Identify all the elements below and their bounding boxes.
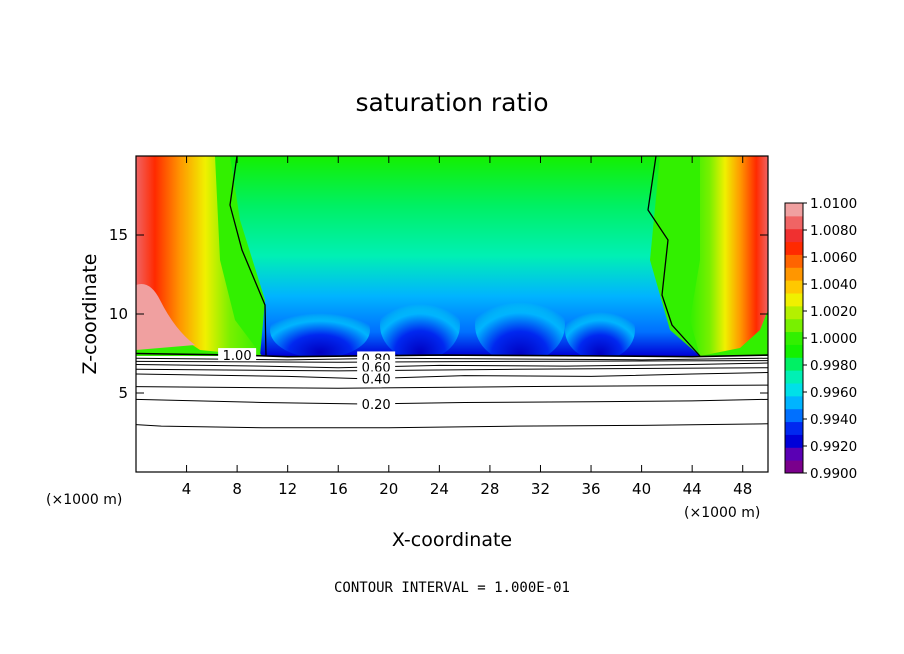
colorbar-segment-20 <box>785 203 803 217</box>
y-tick-label-15: 15 <box>109 226 128 244</box>
colorbar <box>784 202 804 474</box>
colorbar-segment-12 <box>785 305 803 320</box>
contour-label-bg-0.20 <box>357 396 396 410</box>
field-lower-clear-layer <box>136 356 768 472</box>
colorbar-label-1.0100: 1.0100 <box>810 196 857 212</box>
contour-1-00-left-boundary <box>229 156 267 357</box>
x-tick-label-28: 28 <box>480 480 499 498</box>
field-dry-blob-2 <box>380 290 460 360</box>
contour-label-bg-0.40 <box>357 371 396 385</box>
chart-title: saturation ratio <box>355 88 548 117</box>
colorbar-segment-2 <box>785 434 803 448</box>
colorbar-segment-11 <box>785 318 803 333</box>
contour-line-unlabeled-7 <box>136 367 768 372</box>
x-axis-ticks: 4 8 12 16 20 24 28 32 36 40 44 48 <box>182 156 752 498</box>
contour-labels: 1.000.800.600.400.20 <box>218 348 396 413</box>
contour-1-00-right-boundary <box>647 156 701 357</box>
contour-line-0.80 <box>136 357 768 361</box>
y-axis-unit: (×1000 m) <box>46 492 122 508</box>
x-tick-label-40: 40 <box>632 480 651 498</box>
colorbar-label-1.0020: 1.0020 <box>810 304 857 320</box>
y-tick-label-10: 10 <box>109 305 128 323</box>
contour-label-bg-1.00 <box>218 348 257 362</box>
colorbar-segment-18 <box>785 228 803 243</box>
colorbar-label-0.9920: 0.9920 <box>810 439 857 455</box>
colorbar-segment-8 <box>785 357 803 371</box>
heatmap-field <box>136 156 768 472</box>
colorbar-segment-7 <box>785 370 803 384</box>
colorbar-segment-9 <box>785 344 803 358</box>
colorbar-segment-5 <box>785 395 803 410</box>
x-tick-label-36: 36 <box>581 480 600 498</box>
x-tick-label-20: 20 <box>379 480 398 498</box>
colorbar-segment-17 <box>785 241 803 255</box>
colorbar-label-0.9980: 0.9980 <box>810 358 857 374</box>
colorbar-label-1.0040: 1.0040 <box>810 277 857 293</box>
x-tick-label-32: 32 <box>531 480 550 498</box>
contour-label-bg-0.60 <box>357 359 396 373</box>
colorbar-segment-3 <box>785 421 803 435</box>
colorbar-segment-19 <box>785 215 803 230</box>
x-tick-label-48: 48 <box>733 480 752 498</box>
contour-line-unlabeled-5 <box>136 423 768 429</box>
contour-line-0.20 <box>136 398 768 405</box>
contour-line-unlabeled-6 <box>136 384 768 389</box>
x-tick-label-4: 4 <box>182 480 192 498</box>
colorbar-label-1.0000: 1.0000 <box>810 331 857 347</box>
contour-label-1.00: 1.00 <box>223 349 252 364</box>
colorbar-labels: 1.0100 1.0080 1.0060 1.0040 1.0020 1.0000 0.99… <box>803 196 857 482</box>
y-axis-ticks: 5 10 15 <box>109 226 768 402</box>
colorbar-label-0.9960: 0.9960 <box>810 385 857 401</box>
contour-label-0.20: 0.20 <box>362 398 391 413</box>
colorbar-label-0.9940: 0.9940 <box>810 412 857 428</box>
colorbar-label-1.0060: 1.0060 <box>810 250 857 266</box>
colorbar-segment-13 <box>785 293 803 307</box>
field-dry-blob-3 <box>475 287 565 363</box>
colorbar-label-0.9900: 0.9900 <box>810 466 857 482</box>
colorbar-segment-4 <box>785 408 803 423</box>
x-tick-label-12: 12 <box>278 480 297 498</box>
colorbar-segment-6 <box>785 383 803 397</box>
x-tick-label-24: 24 <box>430 480 449 498</box>
y-tick-label-5: 5 <box>118 384 128 402</box>
field-left-lobe <box>136 284 195 350</box>
contour-label-0.40: 0.40 <box>362 372 391 387</box>
field-dry-blob-1 <box>270 302 370 358</box>
contour-line-unlabeled-8 <box>136 360 768 363</box>
colorbar-segment-10 <box>785 331 803 345</box>
colorbar-segment-14 <box>785 280 803 294</box>
contour-line-0.60 <box>136 362 768 369</box>
x-tick-label-16: 16 <box>329 480 348 498</box>
colorbar-segment-0 <box>785 460 803 474</box>
x-axis-label: X-coordinate <box>392 529 512 551</box>
x-axis-unit: (×1000 m) <box>684 505 760 521</box>
colorbar-label-1.0080: 1.0080 <box>810 223 857 239</box>
y-axis-label: Z-coordinate <box>79 254 101 375</box>
colorbar-segment-15 <box>785 267 803 281</box>
field-left-supersaturated-edge <box>136 156 262 356</box>
x-tick-label-8: 8 <box>232 480 242 498</box>
contour-line-0.40 <box>136 371 768 380</box>
x-tick-label-44: 44 <box>683 480 702 498</box>
field-right-supersaturated-edge <box>690 156 768 356</box>
colorbar-segment-1 <box>785 447 803 461</box>
colorbar-segment-16 <box>785 254 803 268</box>
field-dry-blob-4 <box>565 300 635 360</box>
contour-interval-note: CONTOUR INTERVAL = 1.000E-01 <box>334 580 570 596</box>
